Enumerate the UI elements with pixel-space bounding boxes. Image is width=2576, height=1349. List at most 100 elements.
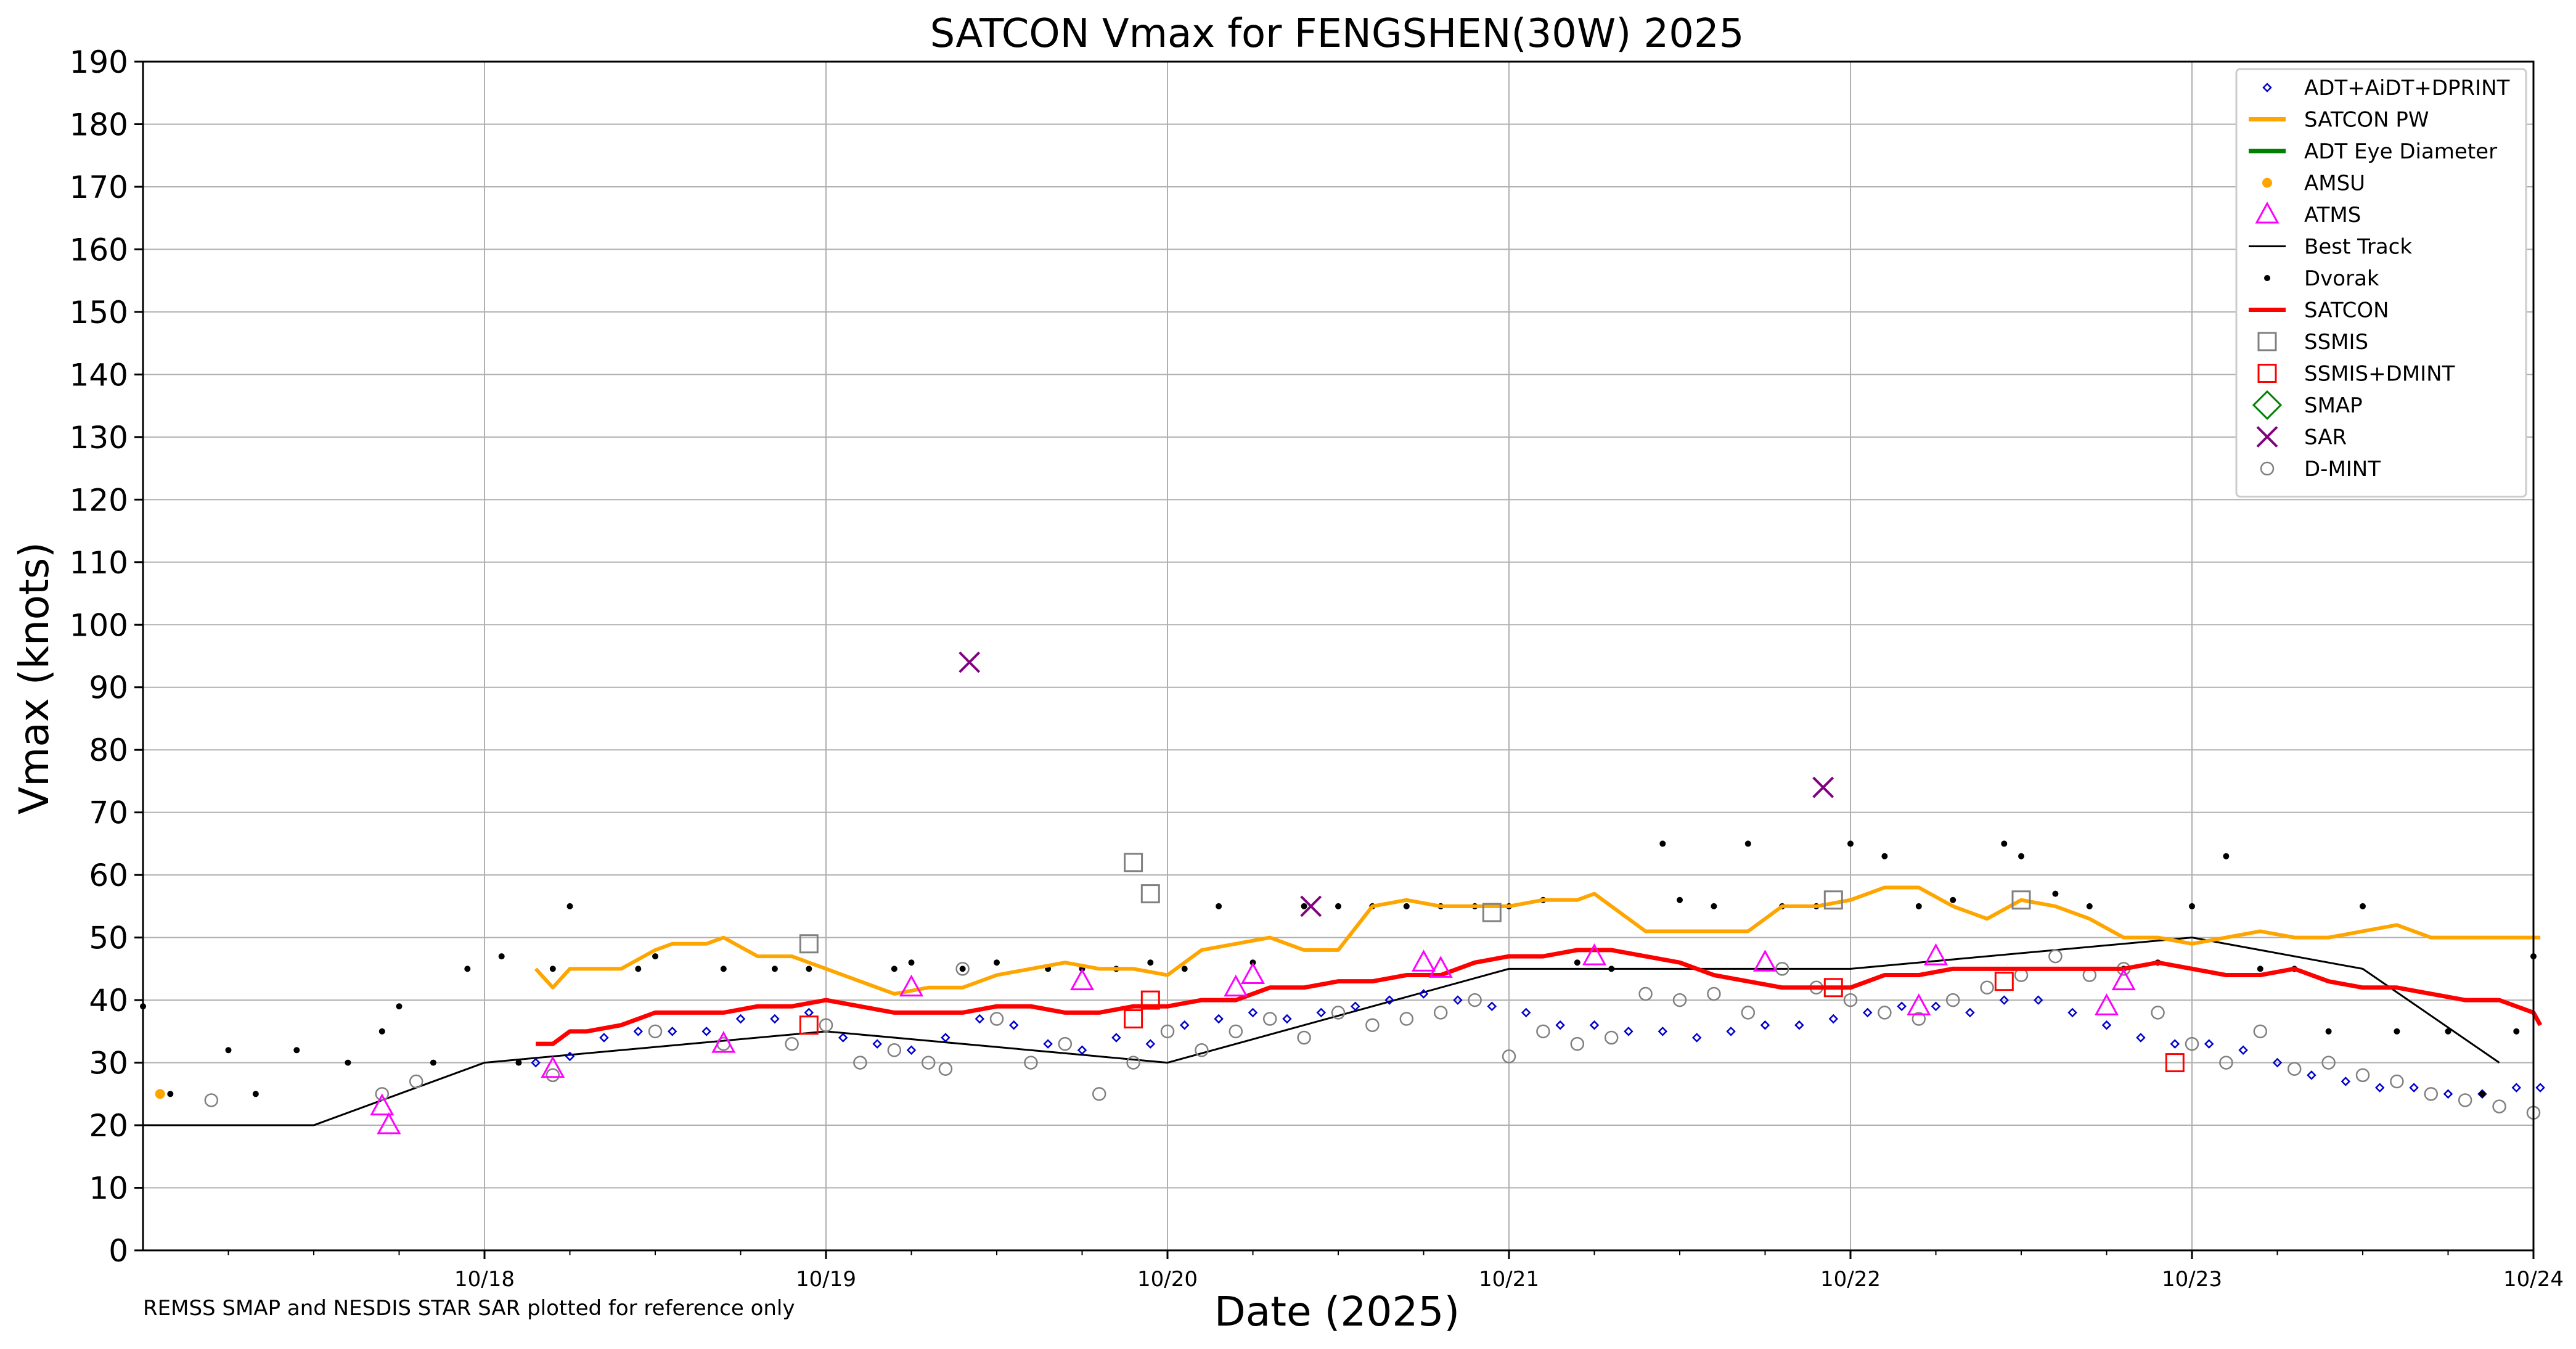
amsu-point (155, 1089, 165, 1099)
dvorak-point (1659, 840, 1666, 847)
dmint-point (648, 1024, 663, 1039)
dvorak-point (378, 1028, 385, 1035)
axis-ticks: 0 10 20 30 40 50 60 70 80 90 100 110 120 130 140 150 160… (70, 44, 2564, 1292)
adt-point (2170, 1039, 2180, 1049)
adt-point (2033, 995, 2043, 1005)
adt-point (2067, 1007, 2077, 1018)
atms-point (1428, 956, 1453, 978)
adt-point (2535, 1083, 2545, 1093)
dmint-point (1775, 962, 1789, 976)
ssmis-dmint-point (2165, 1053, 2185, 1073)
y-axis-label: Vmax (knots) (10, 542, 58, 814)
adt-point (975, 1014, 985, 1024)
y-tick-label: 20 (89, 1108, 128, 1144)
adt-point (2204, 1039, 2214, 1049)
dvorak-point (891, 966, 898, 972)
dvorak-point (566, 903, 573, 909)
dmint-point (2253, 1024, 2268, 1039)
dmint-point (989, 1012, 1004, 1026)
adt-point (2238, 1045, 2248, 1056)
adt-point (1077, 1045, 1087, 1056)
adt-point (1931, 1001, 1941, 1012)
dvorak-point (396, 1003, 403, 1010)
x-tick-label: 10/21 (1479, 1267, 1539, 1292)
dmint-point (955, 962, 970, 976)
ssmis-point (1124, 853, 1143, 872)
atms-point (1069, 968, 1095, 991)
x-tick-label: 10/18 (454, 1267, 515, 1292)
adt-point (804, 1007, 814, 1018)
y-tick-label: 130 (70, 420, 128, 456)
dvorak-point (1301, 903, 1307, 909)
adt-point (667, 1027, 677, 1036)
dvorak-point (549, 966, 556, 972)
atms-point (2111, 968, 2136, 991)
y-tick-label: 180 (70, 107, 128, 142)
adt-point (1521, 1007, 1531, 1018)
dvorak-point (1881, 853, 1888, 859)
adt-point (1555, 1020, 1565, 1030)
legend-label: D-MINT (2304, 457, 2381, 482)
adt-point (2374, 1083, 2385, 1093)
dvorak-point (293, 1047, 300, 1054)
dmint-point (1024, 1056, 1038, 1070)
y-tick-label: 10 (89, 1171, 128, 1207)
dmint-point (1741, 1006, 1756, 1020)
dmint-point (1468, 993, 1482, 1007)
legend-marker (2262, 178, 2272, 188)
legend-marker (2257, 332, 2277, 351)
adt-point (1487, 1001, 1497, 1012)
adt-point (1350, 1001, 1360, 1012)
dvorak-point (2445, 1028, 2451, 1035)
legend-marker (2252, 390, 2283, 420)
dvorak-point (345, 1059, 351, 1066)
dvorak-point (2086, 903, 2093, 909)
adt-point (2136, 1033, 2146, 1043)
y-tick-label: 190 (70, 44, 128, 80)
atms-point (1923, 943, 1948, 966)
ssmis-dmint-point (799, 1015, 819, 1035)
adt-point (2307, 1070, 2316, 1080)
adt-point (1726, 1027, 1736, 1036)
dmint-point (1160, 1024, 1175, 1039)
adt-point (2272, 1057, 2283, 1068)
ssmis-point (1482, 903, 1502, 922)
dmint-point (1195, 1043, 1209, 1057)
ssmis-dmint-point (1823, 978, 1843, 998)
legend-label: ATMS (2304, 203, 2361, 228)
legend-marker (2264, 275, 2270, 281)
ssmis-point (1823, 890, 1843, 910)
dvorak-point (1744, 840, 1751, 847)
satcon-line (536, 948, 2543, 1046)
dvorak-point (771, 966, 778, 972)
adt-point (1282, 1014, 1292, 1024)
dmint-point (2048, 949, 2063, 964)
legend-label: SAR (2304, 425, 2347, 450)
legend-label: Best Track (2304, 235, 2412, 260)
adt-point (770, 1014, 780, 1024)
ssmis-dmint-point (1124, 1009, 1143, 1029)
dmint-point (819, 1018, 833, 1032)
dmint-point (1536, 1024, 1550, 1039)
legend-marker (2262, 83, 2272, 92)
adt-point (2511, 1083, 2522, 1093)
y-tick-label: 170 (70, 170, 128, 205)
legend-marker (2257, 364, 2277, 383)
legend-label: SATCON (2304, 298, 2389, 323)
atms-point (1907, 993, 1931, 1015)
dvorak-point (908, 959, 915, 966)
dvorak-point (1847, 840, 1854, 847)
y-tick-label: 100 (70, 607, 128, 643)
legend-label: ADT Eye Diameter (2304, 139, 2497, 164)
dmint-point (2492, 1099, 2506, 1113)
legend-label: ADT+AiDT+DPRINT (2304, 76, 2510, 100)
adt-point (1691, 1033, 1702, 1043)
legend: ADT+AiDT+DPRINT SATCON PW ADT Eye Diameter… (2235, 68, 2527, 498)
adt-point (1658, 1027, 1668, 1036)
dvorak-point (225, 1047, 232, 1054)
dvorak-point (652, 953, 658, 960)
dvorak-point (2223, 853, 2230, 859)
adt-point (1248, 1007, 1258, 1018)
atms-point (1240, 962, 1266, 985)
